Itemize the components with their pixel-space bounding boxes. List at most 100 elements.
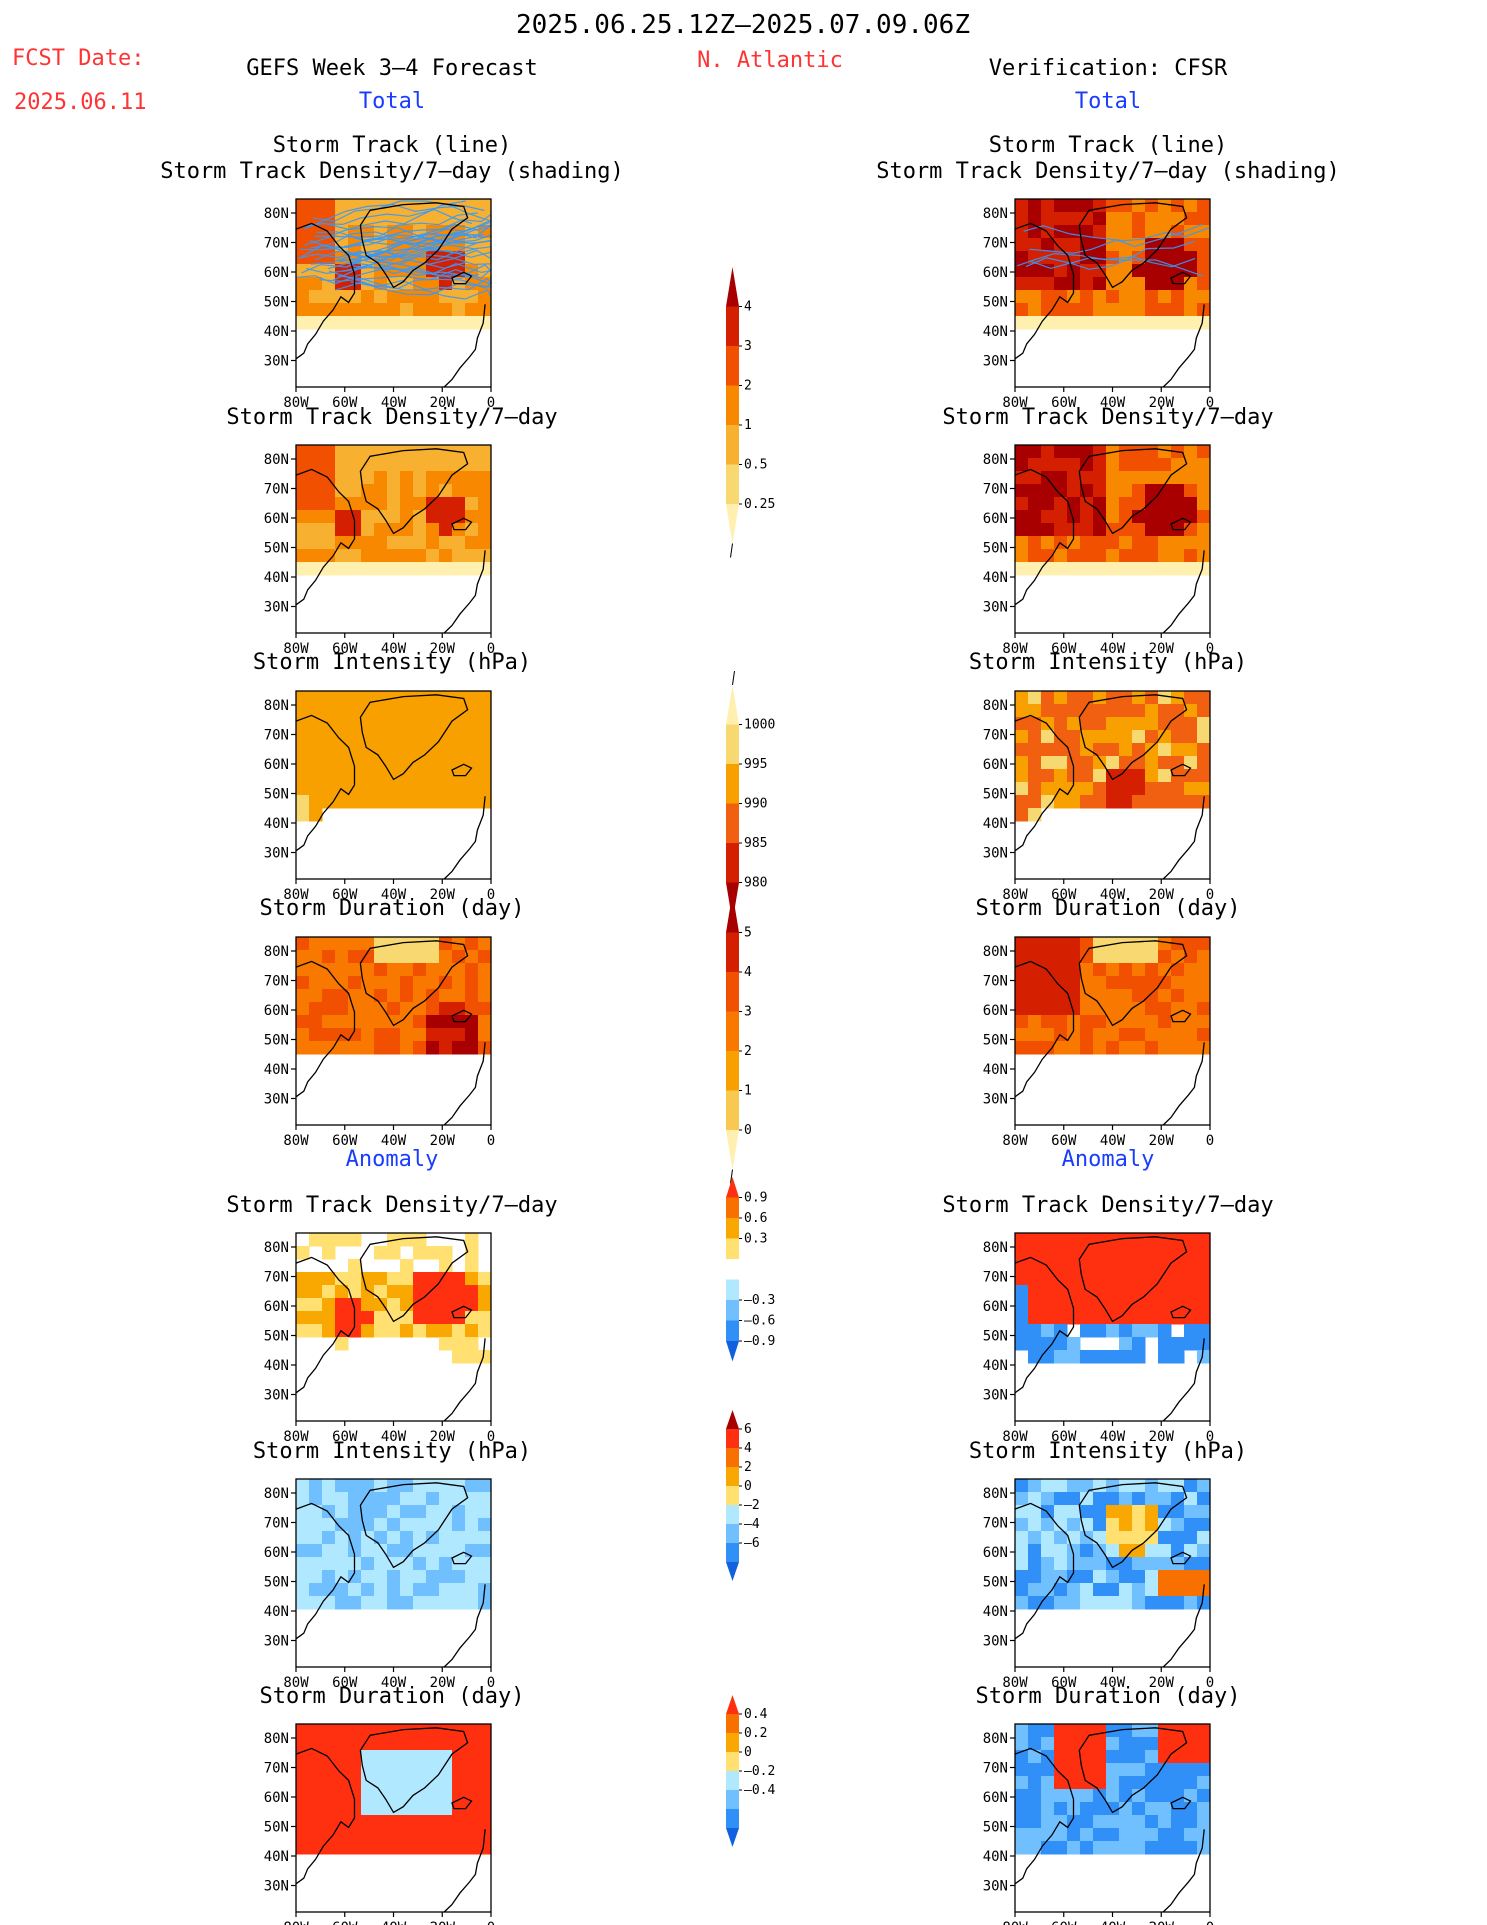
lat-tick-label: 50N bbox=[983, 541, 1008, 557]
map-panel-ver-1: 80W 60W 40W 20W 0 80N 70N 60N 50N 40N 30N bbox=[983, 198, 1214, 411]
lon-tick-label: 0 bbox=[487, 887, 495, 903]
colorbar-label: 4 bbox=[744, 300, 752, 315]
colorbar-label: 0 bbox=[744, 1479, 752, 1494]
map-panel-fcst-3: 80W 60W 40W 20W 0 80N 70N 60N 50N 40N 30N bbox=[264, 690, 495, 903]
colorbar-label: 4 bbox=[744, 1441, 752, 1456]
lat-tick-label: 80N bbox=[983, 206, 1008, 222]
lon-tick-label: 0 bbox=[487, 395, 495, 411]
lat-tick-label: 80N bbox=[264, 1240, 289, 1256]
lat-tick-label: 40N bbox=[264, 1358, 289, 1374]
colorbar-density_anom: 0.9 0.6 0.3 –0.3 –0.6 –0.9 bbox=[726, 1177, 775, 1362]
fcst-date-label: FCST Date: bbox=[12, 46, 145, 71]
lon-tick-label: 40W bbox=[1100, 1429, 1126, 1445]
lon-tick-label: 40W bbox=[381, 887, 407, 903]
lon-tick-label: 80W bbox=[1002, 1429, 1028, 1445]
lat-tick-label: 50N bbox=[983, 1575, 1008, 1591]
lat-tick-label: 80N bbox=[983, 1486, 1008, 1502]
colorbar-label: 0 bbox=[744, 1745, 752, 1760]
lat-tick-label: 60N bbox=[983, 1790, 1008, 1806]
lat-tick-label: 50N bbox=[264, 1575, 289, 1591]
ver-track-shading-title: Storm Track Density/7–day (shading) bbox=[876, 159, 1340, 184]
lat-tick-label: 30N bbox=[264, 354, 289, 370]
lat-tick-label: 70N bbox=[264, 728, 289, 744]
lat-tick-label: 80N bbox=[264, 698, 289, 714]
colorbar-label: 4 bbox=[744, 965, 752, 980]
lon-tick-label: 20W bbox=[1149, 1429, 1175, 1445]
ver-duration-title: Storm Duration (day) bbox=[975, 896, 1241, 921]
colorbar-label: 0.4 bbox=[744, 1707, 768, 1722]
colorbar-label: 1 bbox=[744, 1084, 752, 1099]
lon-tick-label: 0 bbox=[487, 1920, 495, 1925]
lat-tick-label: 40N bbox=[264, 816, 289, 832]
map-panel-fcst-4: 80W 60W 40W 20W 0 80N 70N 60N 50N 40N 30N bbox=[264, 936, 495, 1149]
lat-tick-label: 30N bbox=[983, 1092, 1008, 1108]
lon-tick-label: 20W bbox=[430, 887, 456, 903]
lon-tick-label: 20W bbox=[430, 395, 456, 411]
lat-tick-label: 70N bbox=[983, 1516, 1008, 1532]
colorbar-label: –0.6 bbox=[744, 1314, 775, 1329]
colorbar-label: 5 bbox=[744, 926, 752, 941]
lon-tick-label: 20W bbox=[430, 1675, 456, 1691]
lon-tick-label: 20W bbox=[1149, 395, 1175, 411]
colorbar-label: –0.2 bbox=[744, 1764, 775, 1779]
lat-tick-label: 70N bbox=[264, 1516, 289, 1532]
lat-tick-label: 70N bbox=[983, 236, 1008, 252]
lat-tick-label: 60N bbox=[983, 757, 1008, 773]
colorbar-label: 985 bbox=[744, 836, 767, 851]
colorbar-duration: 5 4 3 2 1 0 bbox=[726, 893, 752, 1184]
lon-tick-label: 60W bbox=[332, 1429, 358, 1445]
lat-tick-label: 80N bbox=[264, 1486, 289, 1502]
lon-tick-label: 0 bbox=[1206, 1429, 1214, 1445]
lat-tick-label: 50N bbox=[983, 1329, 1008, 1345]
map-panel-fcst-2: 80W 60W 40W 20W 0 80N 70N 60N 50N 40N 30N bbox=[264, 444, 495, 657]
lon-tick-label: 40W bbox=[381, 395, 407, 411]
lat-tick-label: 50N bbox=[983, 1820, 1008, 1836]
map-panel-ver-2: 80W 60W 40W 20W 0 80N 70N 60N 50N 40N 30N bbox=[983, 444, 1214, 657]
fcst-intensity-anom-title: Storm Intensity (hPa) bbox=[252, 1439, 532, 1464]
colorbar-label: 0.5 bbox=[744, 458, 767, 473]
lat-tick-label: 50N bbox=[264, 541, 289, 557]
lat-tick-label: 50N bbox=[264, 1820, 289, 1836]
colorbar-label: 2 bbox=[744, 379, 752, 394]
lat-tick-label: 70N bbox=[983, 728, 1008, 744]
lon-tick-label: 80W bbox=[1002, 641, 1028, 657]
colorbar-label: 990 bbox=[744, 797, 767, 812]
lat-tick-label: 60N bbox=[264, 1299, 289, 1315]
lat-tick-label: 40N bbox=[264, 324, 289, 340]
colorbar-label: 3 bbox=[744, 339, 752, 354]
lat-tick-label: 80N bbox=[264, 452, 289, 468]
colorbar-label: 995 bbox=[744, 757, 767, 772]
lat-tick-label: 30N bbox=[983, 354, 1008, 370]
lon-tick-label: 80W bbox=[283, 1920, 309, 1925]
lon-tick-label: 20W bbox=[1149, 1920, 1175, 1925]
map-panel-fcst-5: 80W 60W 40W 20W 0 80N 70N 60N 50N 40N 30N bbox=[264, 1232, 495, 1445]
lon-tick-label: 0 bbox=[487, 1675, 495, 1691]
lat-tick-label: 40N bbox=[264, 570, 289, 586]
date-range-title: 2025.06.25.12Z–2025.07.09.06Z bbox=[516, 10, 970, 40]
colorbar-duration_anom: 0.4 0.2 0 –0.2 –0.4 bbox=[726, 1695, 775, 1847]
lat-tick-label: 40N bbox=[264, 1604, 289, 1620]
lon-tick-label: 60W bbox=[1051, 1920, 1077, 1925]
lat-tick-label: 70N bbox=[983, 1761, 1008, 1777]
lat-tick-label: 60N bbox=[264, 1003, 289, 1019]
map-panel-ver-5: 80W 60W 40W 20W 0 80N 70N 60N 50N 40N 30N bbox=[983, 1232, 1214, 1445]
lat-tick-label: 70N bbox=[264, 482, 289, 498]
lon-tick-label: 20W bbox=[430, 1920, 456, 1925]
lon-tick-label: 60W bbox=[332, 395, 358, 411]
lat-tick-label: 60N bbox=[983, 1003, 1008, 1019]
lon-tick-label: 0 bbox=[1206, 1920, 1214, 1925]
lon-tick-label: 80W bbox=[283, 1675, 309, 1691]
lon-tick-label: 60W bbox=[1051, 1675, 1077, 1691]
lon-tick-label: 60W bbox=[332, 1920, 358, 1925]
map-panel-fcst-1: 80W 60W 40W 20W 0 80N 70N 60N 50N 40N 30N bbox=[264, 198, 495, 411]
lon-tick-label: 80W bbox=[1002, 887, 1028, 903]
map-panel-ver-7: 80W 60W 40W 20W 0 80N 70N 60N 50N 40N 30N bbox=[983, 1723, 1214, 1925]
lat-tick-label: 30N bbox=[983, 600, 1008, 616]
lat-tick-label: 50N bbox=[264, 787, 289, 803]
lon-tick-label: 60W bbox=[332, 887, 358, 903]
map-panel-ver-4: 80W 60W 40W 20W 0 80N 70N 60N 50N 40N 30N bbox=[983, 936, 1214, 1149]
lat-tick-label: 50N bbox=[983, 295, 1008, 311]
lat-tick-label: 80N bbox=[983, 452, 1008, 468]
lon-tick-label: 0 bbox=[1206, 641, 1214, 657]
lon-tick-label: 0 bbox=[487, 1429, 495, 1445]
